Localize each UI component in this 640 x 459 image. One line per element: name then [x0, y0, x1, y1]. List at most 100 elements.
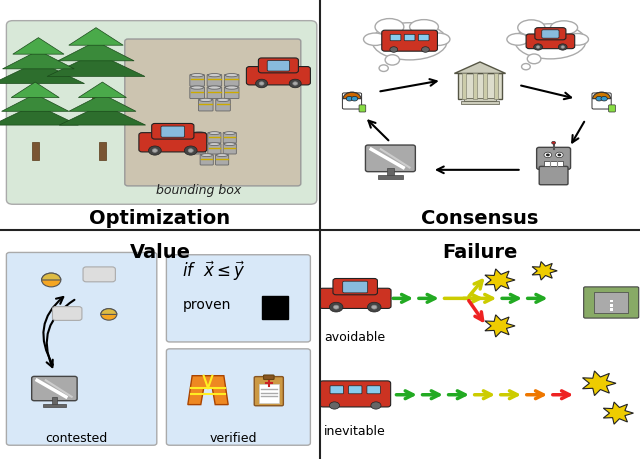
Text: Value: Value [129, 243, 191, 262]
Polygon shape [0, 104, 79, 125]
Ellipse shape [507, 34, 529, 45]
Text: verified: verified [210, 432, 257, 445]
Circle shape [546, 153, 550, 156]
Ellipse shape [217, 98, 229, 101]
Wedge shape [42, 273, 61, 280]
FancyBboxPatch shape [536, 147, 571, 169]
Text: Failure: Failure [442, 243, 518, 262]
FancyBboxPatch shape [166, 255, 310, 342]
FancyBboxPatch shape [540, 166, 568, 185]
Circle shape [293, 82, 298, 85]
Polygon shape [582, 371, 616, 396]
Polygon shape [60, 104, 146, 125]
FancyBboxPatch shape [193, 143, 205, 154]
Polygon shape [0, 62, 84, 84]
Text: proven: proven [182, 298, 231, 312]
Ellipse shape [550, 21, 578, 34]
Ellipse shape [515, 24, 586, 59]
Ellipse shape [216, 154, 228, 157]
Text: Consensus: Consensus [421, 208, 539, 228]
Bar [610, 304, 612, 307]
FancyBboxPatch shape [319, 288, 391, 308]
Bar [31, 142, 39, 159]
FancyBboxPatch shape [381, 30, 438, 51]
Bar [494, 73, 499, 99]
Bar [610, 308, 612, 311]
Bar [99, 142, 106, 159]
FancyBboxPatch shape [52, 307, 82, 320]
Ellipse shape [208, 73, 221, 77]
Circle shape [101, 308, 117, 320]
Ellipse shape [372, 22, 447, 60]
FancyBboxPatch shape [208, 143, 221, 154]
Polygon shape [58, 41, 134, 61]
FancyBboxPatch shape [225, 74, 239, 86]
Circle shape [522, 63, 531, 70]
FancyBboxPatch shape [207, 74, 221, 86]
Polygon shape [1, 94, 69, 111]
Ellipse shape [518, 20, 545, 35]
Circle shape [184, 146, 197, 155]
FancyBboxPatch shape [404, 34, 415, 41]
Circle shape [596, 96, 602, 101]
FancyBboxPatch shape [208, 132, 221, 143]
FancyBboxPatch shape [190, 87, 204, 99]
Circle shape [42, 273, 61, 287]
Bar [378, 175, 403, 179]
Circle shape [379, 65, 388, 72]
FancyBboxPatch shape [32, 376, 77, 401]
Ellipse shape [224, 143, 236, 146]
FancyBboxPatch shape [268, 61, 289, 71]
Text: avoidable: avoidable [324, 331, 386, 344]
FancyBboxPatch shape [342, 93, 362, 109]
Bar [464, 98, 496, 101]
Circle shape [371, 305, 377, 309]
FancyBboxPatch shape [125, 39, 301, 186]
Circle shape [148, 146, 161, 155]
FancyBboxPatch shape [390, 34, 401, 41]
Circle shape [558, 44, 567, 50]
FancyBboxPatch shape [264, 375, 274, 380]
Wedge shape [343, 92, 361, 99]
Ellipse shape [364, 33, 387, 45]
FancyBboxPatch shape [526, 34, 575, 49]
Text: Optimization: Optimization [90, 208, 230, 228]
Circle shape [367, 302, 381, 312]
FancyBboxPatch shape [609, 105, 616, 112]
Polygon shape [604, 402, 634, 424]
Polygon shape [188, 375, 228, 405]
Bar [483, 73, 487, 99]
Text: contested: contested [45, 432, 108, 445]
FancyBboxPatch shape [207, 87, 221, 99]
FancyBboxPatch shape [6, 21, 317, 204]
Bar [473, 73, 477, 99]
FancyBboxPatch shape [6, 252, 157, 445]
Circle shape [556, 152, 563, 158]
Circle shape [557, 153, 561, 156]
Circle shape [330, 302, 343, 312]
Circle shape [422, 47, 429, 52]
Circle shape [289, 79, 301, 88]
Polygon shape [13, 38, 64, 54]
FancyBboxPatch shape [190, 74, 204, 86]
Polygon shape [79, 82, 127, 98]
Ellipse shape [209, 143, 220, 146]
Bar [462, 73, 466, 99]
Circle shape [330, 402, 340, 409]
Bar [610, 300, 612, 302]
FancyBboxPatch shape [223, 143, 236, 154]
Ellipse shape [225, 73, 238, 77]
Circle shape [351, 96, 358, 101]
Ellipse shape [224, 132, 236, 134]
FancyBboxPatch shape [584, 287, 639, 318]
FancyBboxPatch shape [223, 132, 236, 143]
Ellipse shape [193, 143, 205, 146]
Circle shape [536, 46, 540, 48]
FancyBboxPatch shape [259, 58, 298, 73]
Ellipse shape [567, 34, 588, 45]
FancyBboxPatch shape [216, 154, 228, 165]
FancyBboxPatch shape [592, 93, 611, 109]
Bar [458, 73, 502, 99]
Bar [92, 96, 100, 115]
Bar [262, 296, 288, 319]
